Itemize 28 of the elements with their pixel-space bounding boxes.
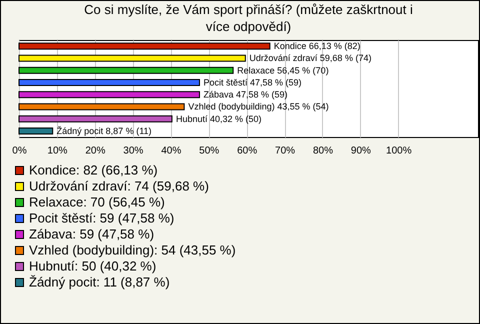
x-tick-label: 100% bbox=[386, 146, 412, 156]
data-label: Kondice 66,13 % (82) bbox=[274, 41, 360, 52]
legend-label: Žádný pocit: 11 (8,87 %) bbox=[29, 274, 170, 290]
x-tick-label: 0% bbox=[12, 146, 27, 156]
x-tick-label: 70% bbox=[275, 146, 296, 156]
x-tick-label: 80% bbox=[312, 146, 334, 156]
data-label: Hubnutí 40,32 % (50) bbox=[176, 114, 262, 124]
x-tick-label: 90% bbox=[350, 146, 372, 156]
data-label: Zábava 47,58 % (59) bbox=[203, 90, 288, 100]
data-label: Vzhled (bodybuilding) 43,55 % (54) bbox=[188, 102, 329, 112]
legend-label: Relaxace: 70 (56,45 %) bbox=[29, 194, 165, 210]
x-tick-label: 30% bbox=[123, 146, 144, 156]
x-tick-label: 50% bbox=[199, 146, 220, 156]
legend-label: Zábava: 59 (47,58 %) bbox=[29, 226, 154, 242]
legend-label: Hubnutí: 50 (40,32 %) bbox=[29, 258, 156, 274]
data-label: Pocit štěstí 47,58 % (59) bbox=[203, 77, 302, 88]
x-tick-label: 40% bbox=[161, 146, 182, 156]
x-tick-label: 20% bbox=[85, 146, 106, 156]
x-tick-label: 10% bbox=[47, 146, 68, 156]
data-label: Žádný pocit 8,87 % (11) bbox=[56, 126, 152, 136]
legend-label: Kondice: 82 (66,13 %) bbox=[29, 162, 158, 178]
data-label: Udržování zdraví 59,68 % (74) bbox=[249, 53, 372, 64]
legend-label: Udržování zdraví: 74 (59,68 %) bbox=[29, 178, 209, 194]
data-label: Relaxace 56,45 % (70) bbox=[237, 65, 329, 76]
legend-label: Pocit štěstí: 59 (47,58 %) bbox=[29, 210, 174, 226]
chart-title: Co si myslíte, že Vám sport přináší? (můžete zaškrtnout i více odpovědí) bbox=[84, 2, 413, 34]
legend-label: Vzhled (bodybuilding): 54 (43,55 %) bbox=[29, 242, 236, 258]
x-tick-label: 60% bbox=[237, 146, 258, 156]
